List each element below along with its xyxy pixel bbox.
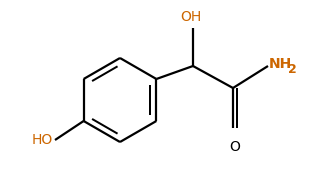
Text: OH: OH <box>180 10 202 24</box>
Text: NH: NH <box>269 57 292 71</box>
Text: 2: 2 <box>288 63 297 75</box>
Text: HO: HO <box>32 133 53 147</box>
Text: O: O <box>230 140 240 154</box>
